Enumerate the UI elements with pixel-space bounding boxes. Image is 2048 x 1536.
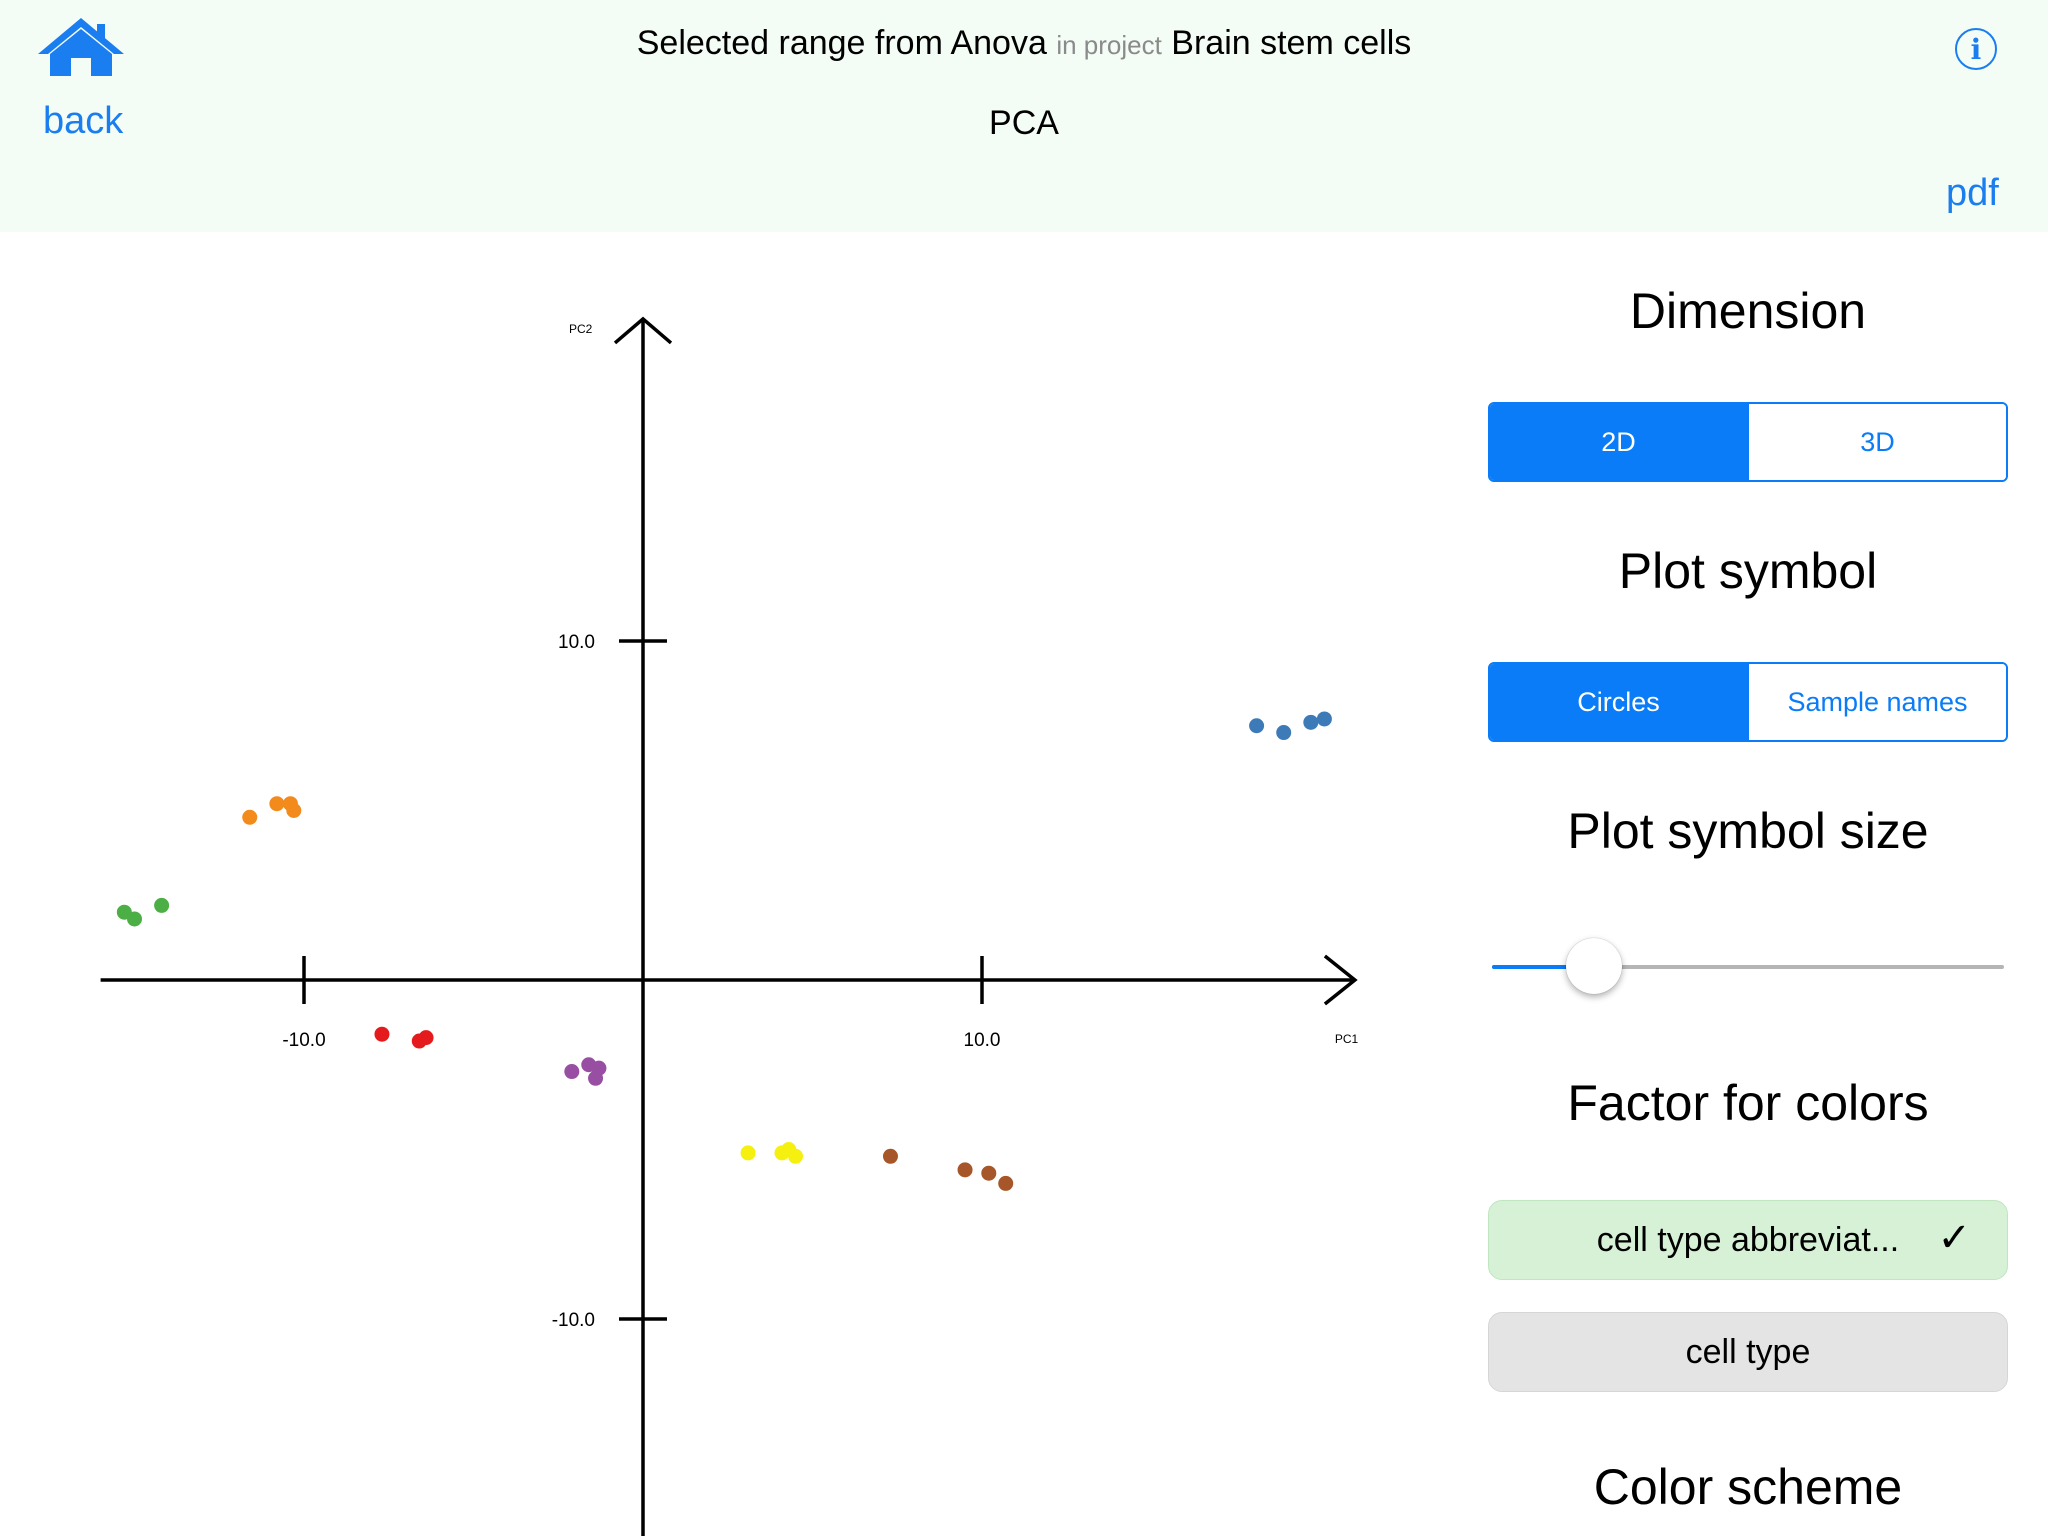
x-tick-label: 10.0 — [964, 1030, 1001, 1051]
data-point — [154, 897, 170, 913]
data-point — [418, 1030, 434, 1046]
data-point — [981, 1165, 997, 1181]
project-name: Brain stem cells — [1171, 24, 1412, 62]
checkmark-icon: ✓ — [1937, 1215, 1971, 1261]
data-point — [286, 803, 302, 818]
header-bar: back Selected range from Anova in projec… — [0, 0, 2048, 232]
data-point — [740, 1145, 756, 1161]
data-point — [1249, 718, 1265, 734]
factor-option-cell-type-abbreviation[interactable]: cell type abbreviat... ✓ — [1488, 1200, 2008, 1280]
slider-thumb[interactable] — [1566, 938, 1623, 994]
back-link[interactable]: back — [43, 100, 124, 142]
symbol-option-circles[interactable]: Circles — [1490, 664, 1747, 740]
pdf-export-link[interactable]: pdf — [1946, 172, 1999, 214]
dimension-title: Dimension — [1629, 283, 1867, 339]
dimension-option-2d[interactable]: 2D — [1490, 404, 1747, 480]
data-point — [1276, 725, 1292, 741]
data-point — [957, 1162, 973, 1178]
chart-points — [116, 711, 1332, 1191]
factor-option-cell-type[interactable]: cell type — [1488, 1312, 2008, 1392]
home-icon — [38, 18, 124, 76]
symbol-option-sample-names[interactable]: Sample names — [1747, 664, 2006, 740]
y-axis-arrow — [613, 316, 673, 345]
data-point — [998, 1175, 1014, 1191]
data-point — [788, 1148, 804, 1164]
factor-option-label: cell type — [1685, 1332, 1811, 1371]
info-button[interactable]: i — [1955, 28, 1997, 70]
title-in-project: in project — [1056, 30, 1162, 60]
title-main: Selected range from Anova — [636, 24, 1047, 62]
dimension-option-3d[interactable]: 3D — [1747, 404, 2006, 480]
x-axis-arrow — [1323, 954, 1358, 1006]
data-point — [269, 796, 285, 812]
plot-symbol-title: Plot symbol — [1618, 543, 1878, 599]
x-axis-label: PC1 — [1335, 1032, 1359, 1046]
slider-track — [1492, 965, 2004, 969]
chart-axes: PC1 PC2 — [100, 316, 1359, 1536]
data-point — [374, 1026, 390, 1042]
data-point — [1316, 711, 1332, 727]
data-point — [1303, 714, 1319, 730]
dimension-segmented-control: 2D 3D — [1488, 402, 2008, 482]
info-icon: i — [1970, 32, 1982, 66]
slider-fill — [1492, 965, 1595, 969]
y-tick-label: 10.0 — [558, 632, 595, 653]
x-tick-label: -10.0 — [282, 1030, 325, 1051]
color-scheme-title: Color scheme — [1593, 1459, 1903, 1515]
data-point — [591, 1060, 607, 1076]
page-subtitle: PCA — [989, 104, 1059, 142]
data-point — [882, 1148, 898, 1164]
y-tick-label: -10.0 — [552, 1310, 595, 1331]
home-button[interactable] — [36, 14, 126, 84]
page-title: Selected range from Anova in project Bra… — [0, 24, 2048, 63]
plot-symbol-size-title: Plot symbol size — [1567, 803, 1929, 859]
y-axis-label: PC2 — [569, 322, 593, 336]
plot-symbol-segmented-control: Circles Sample names — [1488, 662, 2008, 742]
data-point — [242, 809, 258, 825]
factor-option-label: cell type abbreviat... — [1596, 1220, 1900, 1259]
factor-for-colors-title: Factor for colors — [1567, 1075, 1929, 1131]
pca-scatter-chart: PC1 PC2 -10.0 10.0 10.0 -10.0 — [100, 316, 1359, 1536]
data-point — [564, 1064, 580, 1080]
symbol-size-slider[interactable] — [1492, 935, 2004, 995]
chart-ticks: -10.0 10.0 10.0 -10.0 — [282, 632, 1000, 1331]
data-point — [127, 911, 142, 927]
